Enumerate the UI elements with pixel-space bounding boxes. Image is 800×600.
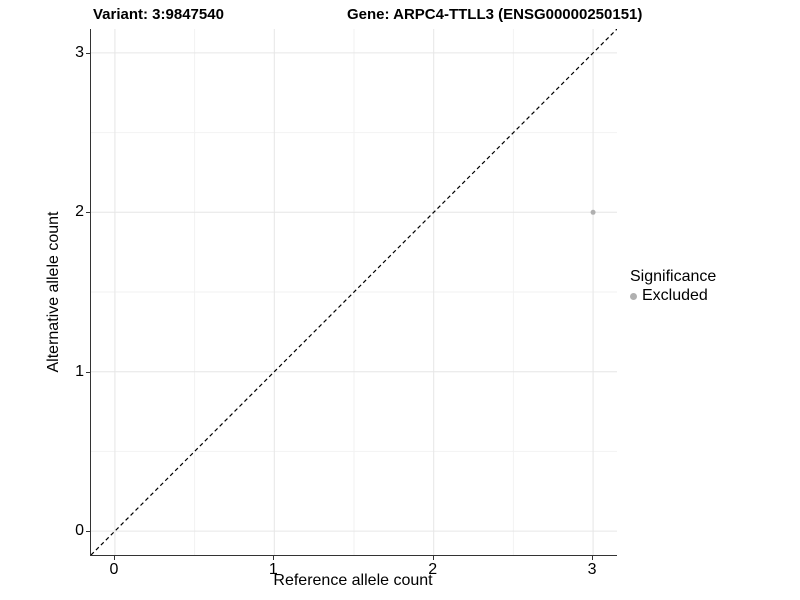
y-axis-title: Alternative allele count — [45, 211, 62, 373]
x-axis-tick-mark — [432, 556, 434, 560]
plot-panel — [90, 29, 617, 556]
excluded-point-icon — [630, 292, 637, 300]
legend: Significance Excluded — [630, 268, 716, 305]
plot-area — [91, 29, 617, 555]
y-axis-tick-label: 1 — [75, 362, 84, 380]
x-axis-tick-label: 1 — [268, 561, 278, 578]
legend-entry-excluded: Excluded — [630, 287, 716, 305]
x-axis-tick-label: 0 — [109, 561, 119, 578]
plot-title-variant: Variant: 3:9847540 — [93, 6, 224, 23]
legend-title: Significance — [630, 268, 717, 285]
x-axis-tick-label: 2 — [428, 561, 438, 578]
y-axis-tick-label: 3 — [75, 43, 84, 61]
y-axis-tick-label: 2 — [75, 203, 84, 221]
data-point-excluded — [590, 209, 596, 215]
x-axis-tick-label: 3 — [587, 561, 597, 578]
x-axis-tick-mark — [273, 556, 275, 560]
x-axis-title: Reference allele count — [273, 572, 433, 589]
legend-entry-label: Excluded — [642, 287, 708, 304]
plot-title-gene: Gene: ARPC4-TTLL3 (ENSG00000250151) — [347, 6, 643, 23]
y-axis-tick-mark — [86, 52, 90, 54]
identity-dashed-line — [91, 29, 617, 555]
x-axis-tick-mark — [113, 556, 115, 560]
y-axis-tick-mark — [86, 531, 90, 533]
x-axis-tick-mark — [592, 556, 594, 560]
y-axis-tick-label: 0 — [75, 522, 84, 540]
y-axis-tick-mark — [86, 212, 90, 214]
y-axis-tick-mark — [86, 371, 90, 373]
